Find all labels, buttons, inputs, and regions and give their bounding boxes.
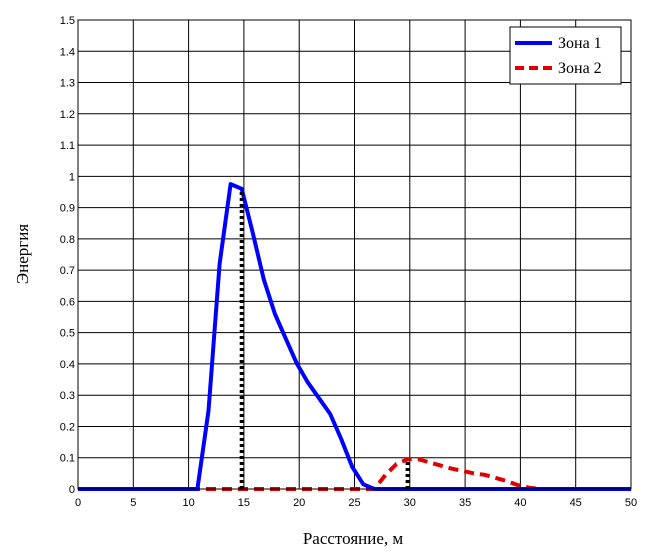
plot-frame	[77, 19, 632, 490]
marker-lines	[239, 188, 410, 489]
x-tick-label: 25	[348, 497, 360, 509]
y-tick-label: 0.3	[60, 390, 75, 402]
x-axis-title: Расстояние, м	[303, 529, 404, 548]
y-tick-label: 0.6	[60, 296, 75, 308]
y-tick-label: 1.2	[60, 109, 75, 121]
y-tick-label: 0.9	[60, 203, 75, 215]
y-tick-label: 0.4	[60, 359, 75, 371]
legend-box	[509, 26, 622, 85]
y-tick-label: 1.1	[60, 140, 75, 152]
x-tick-label: 20	[293, 497, 305, 509]
tick-labels: 0 5 10 15 20 25 30 35 40 45 50 0 0.1 0.2 0.3 0.4 0.5 0.6 0…	[60, 15, 637, 509]
y-tick-label: 0.2	[60, 421, 75, 433]
legend-label-zona-1: Зона 1	[558, 35, 602, 52]
x-tick-label: 5	[130, 497, 136, 509]
x-tick-label: 0	[75, 497, 81, 509]
x-tick-label: 45	[570, 497, 582, 509]
y-tick-label: 0.1	[60, 453, 75, 465]
y-tick-label: 0.7	[60, 265, 75, 277]
y-tick-label: 1.3	[60, 78, 75, 90]
series-line-2	[78, 457, 631, 491]
y-tick-label: 1	[69, 171, 75, 183]
x-tick-label: 15	[238, 497, 250, 509]
x-tick-label: 40	[514, 497, 526, 509]
x-tick-label: 10	[182, 497, 194, 509]
y-tick-label: 0.8	[60, 234, 75, 246]
y-tick-label: 1.4	[60, 46, 75, 58]
series-line-1	[78, 182, 631, 491]
y-tick-label: 0.5	[60, 328, 75, 340]
y-tick-label: 1.5	[60, 15, 75, 27]
y-axis-title: Энергия	[13, 224, 32, 284]
legend-label-zona-2: Зона 2	[558, 60, 602, 77]
series-group	[78, 182, 631, 491]
x-tick-label: 35	[459, 497, 471, 509]
y-tick-label: 0	[69, 484, 75, 496]
x-tick-label: 50	[625, 497, 637, 509]
x-tick-label: 30	[404, 497, 416, 509]
legend: Зона 1 Зона 2	[509, 26, 622, 85]
